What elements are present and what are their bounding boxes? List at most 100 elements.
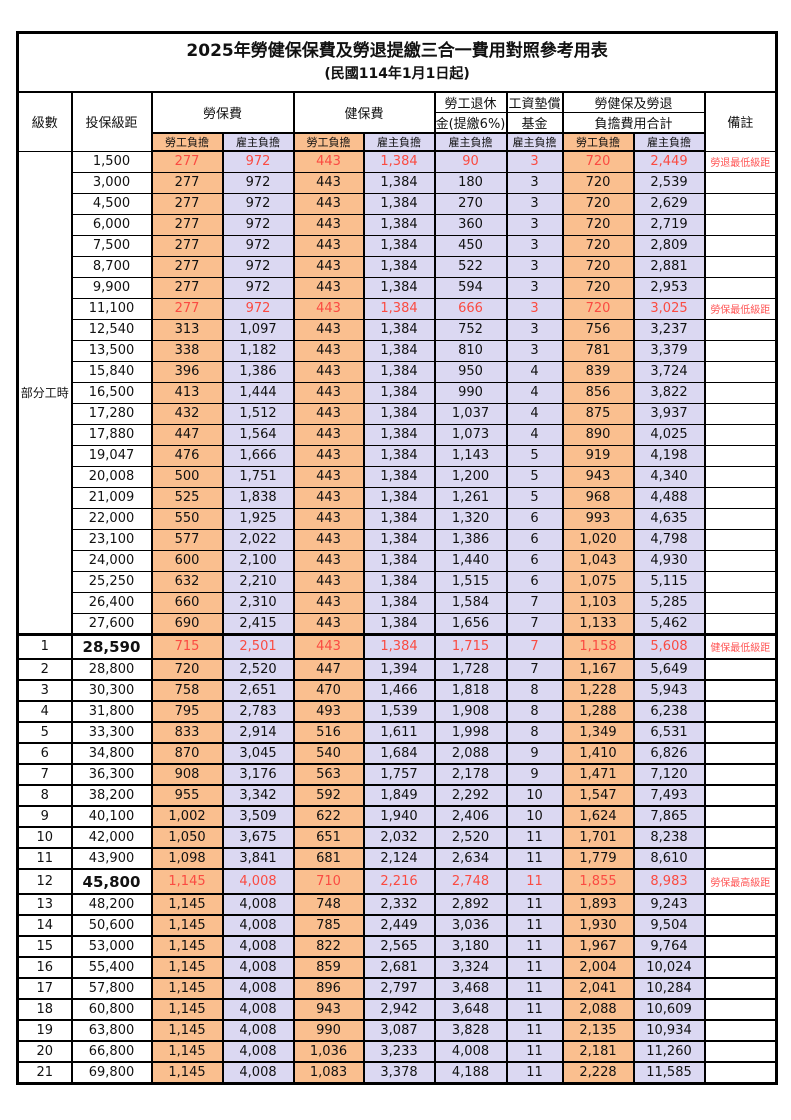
cell-wage-fund-employer: 5 — [505, 465, 564, 488]
cell-health-fee-employee: 443 — [292, 318, 365, 341]
cell-labor-fee-employee: 795 — [150, 700, 224, 723]
table-row: 21,009 525 1,838 443 1,384 1,261 5 968 4,488 — [18, 486, 778, 509]
cell-total-employee: 720 — [561, 192, 635, 215]
cell-pension-employer: 810 — [433, 339, 508, 362]
cell-health-fee-employer: 1,384 — [362, 486, 436, 509]
cell-wage-fund-employer: 11 — [505, 914, 564, 937]
cell-wage-fund-employer: 4 — [505, 423, 564, 446]
cell-note — [703, 402, 778, 425]
cell-health-fee-employer: 2,032 — [362, 826, 436, 849]
cell-total-employer: 2,539 — [632, 171, 706, 194]
cell-labor-fee-employee: 1,145 — [150, 1061, 224, 1084]
cell-total-employer: 5,115 — [632, 570, 706, 593]
cell-pension-employer: 2,520 — [433, 826, 508, 849]
table-row: 13,500 338 1,182 443 1,384 810 3 781 3,379 — [18, 339, 778, 362]
cell-labor-fee-employer: 2,210 — [221, 570, 295, 593]
col-header-note: 備註 — [703, 91, 778, 152]
cell-pension-employer: 2,088 — [433, 742, 508, 765]
subheader-pension-employer: 雇主負擔 — [433, 132, 508, 152]
cell-level: 20 — [16, 1040, 73, 1063]
header-group-row-1: 級數 投保級距 勞保費 健保費 勞工退休 工資墊償 勞健保及勞退 備註 — [16, 91, 778, 152]
cell-pension-employer: 1,715 — [433, 632, 508, 660]
cell-wage-fund-employer: 11 — [505, 1040, 564, 1063]
cell-total-employer: 9,764 — [632, 935, 706, 958]
cell-pension-employer: 3,648 — [433, 998, 508, 1021]
cell-level: 10 — [16, 826, 73, 849]
cell-bracket: 69,800 — [70, 1061, 153, 1084]
cell-pension-employer: 3,324 — [433, 956, 508, 979]
table-row: 16 55,400 1,145 4,008 859 2,681 3,324 11 2,004 10… — [16, 956, 778, 979]
cell-health-fee-employee: 516 — [292, 721, 365, 744]
cell-health-fee-employee: 443 — [292, 423, 365, 446]
cell-bracket: 17,880 — [70, 423, 153, 446]
cell-note — [703, 1019, 778, 1042]
cell-pension-employer: 3,468 — [433, 977, 508, 1000]
cell-total-employee: 1,967 — [561, 935, 635, 958]
cell-bracket: 17,280 — [70, 402, 153, 425]
cell-labor-fee-employer: 4,008 — [221, 914, 295, 937]
cell-wage-fund-employer: 4 — [505, 402, 564, 425]
cell-labor-fee-employer: 3,176 — [221, 763, 295, 786]
cell-pension-employer: 1,143 — [433, 444, 508, 467]
cell-bracket: 63,800 — [70, 1019, 153, 1042]
cell-health-fee-employer: 1,384 — [362, 213, 436, 236]
cell-bracket: 45,800 — [70, 868, 153, 895]
cell-bracket: 9,900 — [70, 276, 153, 299]
cell-total-employer: 8,983 — [632, 868, 706, 895]
cell-pension-employer: 1,261 — [433, 486, 508, 509]
cell-level: 1 — [16, 632, 73, 660]
cell-note — [703, 318, 778, 341]
cell-wage-fund-employer: 3 — [505, 213, 564, 236]
cell-health-fee-employee: 443 — [292, 381, 365, 404]
cell-total-employee: 1,133 — [561, 612, 635, 635]
col-header-bracket: 投保級距 — [70, 91, 153, 152]
cell-health-fee-employee: 443 — [292, 276, 365, 299]
cell-labor-fee-employee: 277 — [150, 276, 224, 299]
cell-bracket: 1,500 — [70, 150, 153, 173]
cell-wage-fund-employer: 6 — [505, 507, 564, 530]
cell-note — [703, 612, 778, 635]
cell-labor-fee-employer: 3,841 — [221, 847, 295, 870]
cell-health-fee-employer: 1,384 — [362, 612, 436, 635]
cell-bracket: 30,300 — [70, 679, 153, 702]
cell-labor-fee-employer: 3,045 — [221, 742, 295, 765]
subheader-labor-employee: 勞工負擔 — [150, 132, 224, 152]
table-row: 18 60,800 1,145 4,008 943 2,942 3,648 11 2,088 10… — [16, 998, 778, 1021]
cell-bracket: 57,800 — [70, 977, 153, 1000]
cell-labor-fee-employee: 715 — [150, 632, 224, 660]
cell-health-fee-employer: 2,124 — [362, 847, 436, 870]
cell-total-employer: 6,531 — [632, 721, 706, 744]
table-row: 部分工時 1,500 277 972 443 1,384 90 3 720 2,449 勞退最低級距 — [16, 150, 778, 635]
cell-health-fee-employee: 443 — [292, 339, 365, 362]
cell-bracket: 20,008 — [70, 465, 153, 488]
cell-labor-fee-employer: 4,008 — [221, 1040, 295, 1063]
cell-pension-employer: 1,998 — [433, 721, 508, 744]
cell-labor-fee-employee: 758 — [150, 679, 224, 702]
cell-bracket: 23,100 — [70, 528, 153, 551]
cell-health-fee-employee: 443 — [292, 507, 365, 530]
cell-total-employer: 2,449 — [632, 150, 706, 173]
cell-total-employee: 1,930 — [561, 914, 635, 937]
cell-health-fee-employer: 3,233 — [362, 1040, 436, 1063]
cell-labor-fee-employee: 277 — [150, 234, 224, 257]
cell-bracket: 26,400 — [70, 591, 153, 614]
cell-bracket: 3,000 — [70, 171, 153, 194]
cell-labor-fee-employee: 525 — [150, 486, 224, 509]
cell-wage-fund-employer: 4 — [505, 360, 564, 383]
cell-total-employee: 875 — [561, 402, 635, 425]
cell-note — [703, 213, 778, 236]
cell-total-employee: 2,004 — [561, 956, 635, 979]
cell-level: 12 — [16, 868, 73, 895]
cell-total-employer: 8,610 — [632, 847, 706, 870]
page-subtitle: (民國114年1月1日起) — [324, 66, 470, 82]
cell-health-fee-employer: 1,611 — [362, 721, 436, 744]
cell-total-employer: 5,608 — [632, 632, 706, 660]
cell-level: 21 — [16, 1061, 73, 1084]
cell-note — [703, 893, 778, 916]
cell-bracket: 7,500 — [70, 234, 153, 257]
table-row: 23,100 577 2,022 443 1,384 1,386 6 1,020 4,798 — [18, 528, 778, 551]
cell-note — [703, 549, 778, 572]
cell-level: 17 — [16, 977, 73, 1000]
cell-total-employee: 1,288 — [561, 700, 635, 723]
cell-health-fee-employer: 1,384 — [362, 507, 436, 530]
